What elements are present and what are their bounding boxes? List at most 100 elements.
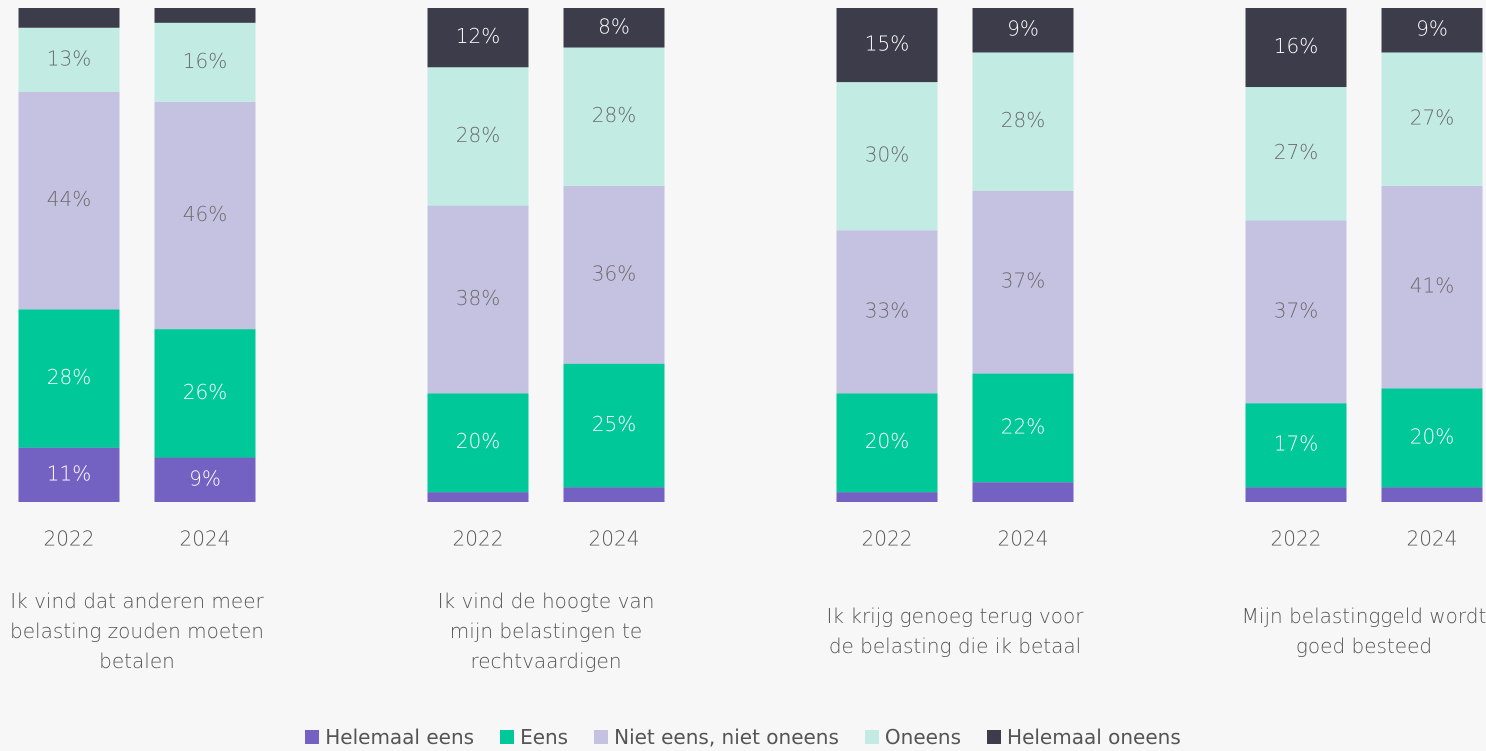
- legend-swatch: [305, 730, 320, 744]
- bar-segment: [427, 67, 529, 206]
- data-label: 25%: [592, 412, 636, 436]
- data-label: 16%: [1274, 34, 1318, 58]
- x-tick-label: 2024: [180, 527, 231, 551]
- data-label: 20%: [865, 429, 909, 453]
- bar-segment: [154, 329, 256, 458]
- bar-segment: [563, 47, 665, 186]
- bar-segment: [154, 8, 256, 23]
- bar-segment: [154, 457, 256, 502]
- bar-segment: [154, 22, 256, 102]
- bar-segment: [427, 8, 529, 68]
- legend-item: Oneens: [864, 725, 962, 749]
- legend-label: Oneens: [884, 725, 962, 749]
- bar-segment: [1245, 487, 1347, 502]
- bar-segment: [18, 447, 120, 502]
- bar-segment: [836, 82, 938, 231]
- x-tick-label: 2024: [1407, 527, 1458, 551]
- bar-segment: [18, 91, 120, 310]
- legend-item: Eens: [500, 725, 568, 749]
- bar-segment: [427, 492, 529, 502]
- bar-segment: [1381, 185, 1483, 389]
- data-label: 26%: [183, 380, 227, 404]
- bar-segment: [1245, 87, 1347, 221]
- group-label: Ik krijg genoeg terug voor de belasting …: [826, 604, 1084, 658]
- data-label: 46%: [183, 202, 227, 226]
- bar-segment: [1245, 8, 1347, 88]
- data-label: 15%: [865, 32, 909, 56]
- bar-segment: [972, 190, 1074, 374]
- legend-item: Helemaal eens: [305, 725, 474, 749]
- data-label: 9%: [1007, 17, 1039, 41]
- data-label: 28%: [47, 365, 91, 389]
- data-label: 8%: [598, 14, 630, 38]
- bar-segment: [836, 230, 938, 394]
- bar-segment: [1381, 52, 1483, 186]
- bar-segment: [427, 205, 529, 394]
- data-label: 20%: [456, 429, 500, 453]
- bar-segment: [972, 482, 1074, 502]
- data-label: 30%: [865, 143, 909, 167]
- bar-segment: [972, 52, 1074, 191]
- data-label: 13%: [47, 46, 91, 70]
- bar-segment: [836, 8, 938, 83]
- data-label: 36%: [592, 261, 636, 285]
- legend-swatch: [987, 730, 1002, 744]
- legend-item: Helemaal oneens: [987, 725, 1181, 749]
- data-label: 44%: [47, 187, 91, 211]
- data-label: 9%: [1416, 17, 1448, 41]
- x-tick-label: 2022: [862, 527, 913, 551]
- bar-segment: [154, 101, 256, 330]
- bar-segment: [1245, 220, 1347, 404]
- legend-swatch: [864, 730, 879, 744]
- data-label: 28%: [592, 103, 636, 127]
- legend-label: Helemaal oneens: [1007, 725, 1181, 749]
- bar-segment: [563, 363, 665, 488]
- data-label: 33%: [865, 298, 909, 322]
- bar-segment: [1381, 388, 1483, 488]
- x-tick-label: 2024: [998, 527, 1049, 551]
- bar-segment: [1245, 403, 1347, 488]
- group-label: Ik vind dat anderen meer belasting zoude…: [10, 589, 264, 673]
- x-tick-label: 2022: [1271, 527, 1322, 551]
- data-label: 11%: [47, 461, 91, 485]
- data-label: 12%: [456, 24, 500, 48]
- bar-segment: [1381, 487, 1483, 502]
- legend-label: Eens: [520, 725, 569, 749]
- data-label: 28%: [1001, 108, 1045, 132]
- bar-segment: [563, 8, 665, 48]
- legend-swatch: [594, 730, 609, 744]
- data-label: 27%: [1410, 106, 1454, 130]
- bar-segment: [563, 487, 665, 502]
- bar-segment: [563, 185, 665, 364]
- x-tick-label: 2022: [453, 527, 504, 551]
- group-label: Mijn belastinggeld wordt goed besteed: [1241, 604, 1486, 658]
- legend-item: Niet eens, niet oneens: [594, 725, 839, 749]
- bar-segment: [972, 373, 1074, 483]
- bar-segment: [836, 492, 938, 502]
- x-tick-label: 2024: [589, 527, 640, 551]
- legend-label: Niet eens, niet oneens: [614, 725, 839, 749]
- data-label: 20%: [1410, 424, 1454, 448]
- bar-segment: [18, 8, 120, 28]
- data-label: 41%: [1410, 274, 1454, 298]
- legend-swatch: [500, 730, 515, 744]
- data-label: 9%: [189, 466, 221, 490]
- bar-segment: [836, 393, 938, 493]
- bar-segment: [972, 8, 1074, 53]
- bar-segment: [1381, 8, 1483, 53]
- data-label: 17%: [1274, 432, 1318, 456]
- data-label: 37%: [1274, 298, 1318, 322]
- group-label: Ik vind de hoogte van mijn belastingen t…: [437, 589, 655, 673]
- data-label: 38%: [456, 286, 500, 310]
- data-label: 28%: [456, 123, 500, 147]
- data-label: 16%: [183, 49, 227, 73]
- legend-label: Helemaal eens: [325, 725, 475, 749]
- bar-segment: [18, 309, 120, 448]
- data-label: 37%: [1001, 269, 1045, 293]
- legend: Helemaal eens Eens Niet eens, niet oneens O…: [0, 725, 1486, 749]
- bar-segment: [18, 27, 120, 92]
- data-label: 27%: [1274, 140, 1318, 164]
- x-tick-label: 2022: [44, 527, 95, 551]
